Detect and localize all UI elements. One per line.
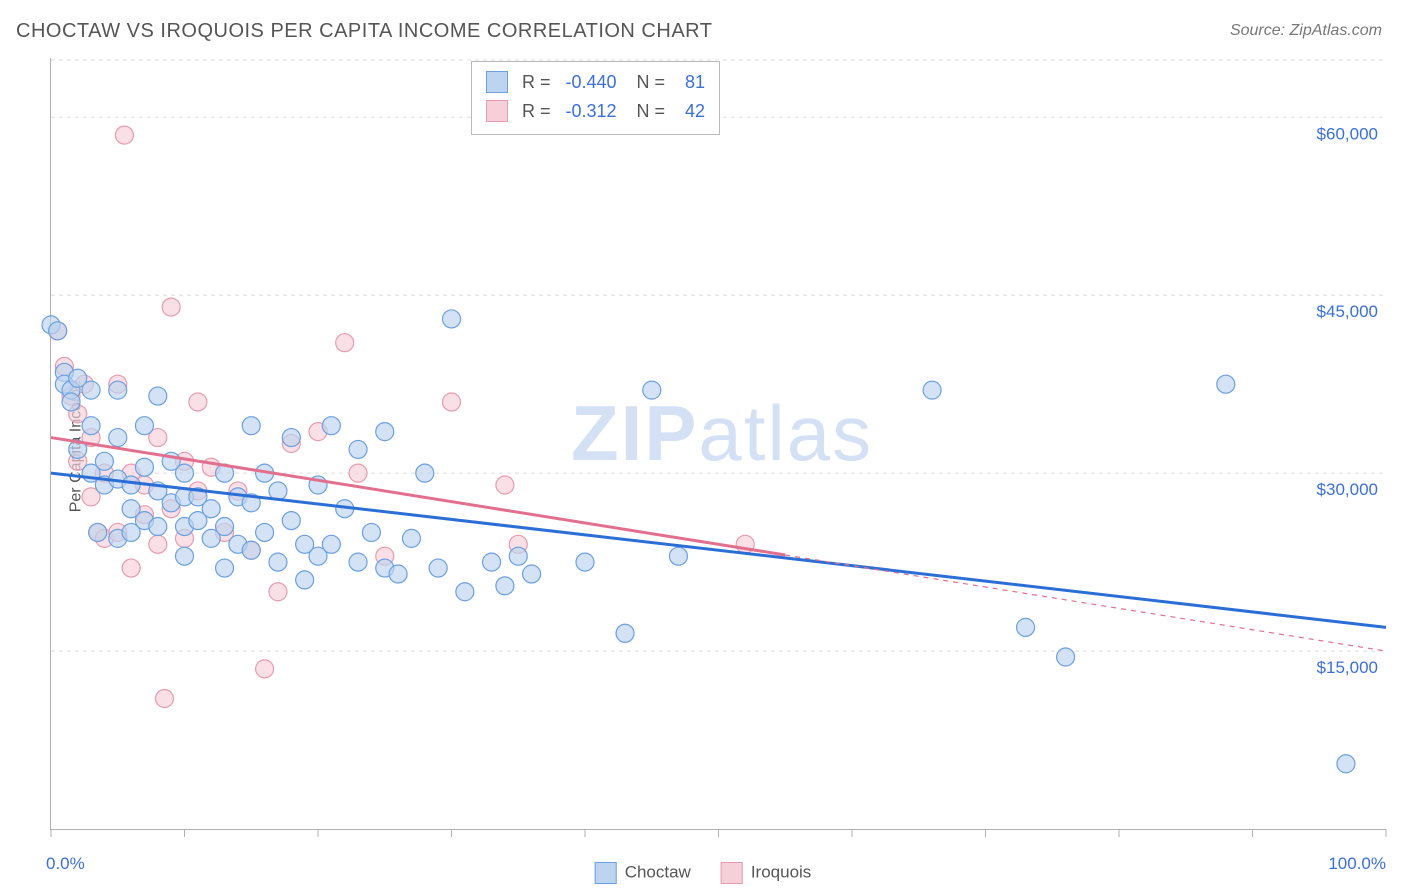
y-grid-label: $60,000 (1317, 124, 1378, 143)
iroquois-point (443, 393, 461, 411)
choctaw-point (389, 565, 407, 583)
chart-container: CHOCTAW VS IROQUOIS PER CAPITA INCOME CO… (0, 0, 1406, 892)
choctaw-point (89, 523, 107, 541)
iroquois-point (189, 393, 207, 411)
legend-label: Iroquois (751, 862, 811, 881)
iroquois-point (149, 535, 167, 553)
choctaw-point (149, 518, 167, 536)
choctaw-point (109, 429, 127, 447)
choctaw-point (256, 523, 274, 541)
choctaw-point (509, 547, 527, 565)
stats-R-value: -0.312 (557, 97, 617, 126)
iroquois-point (115, 126, 133, 144)
legend-swatch (721, 862, 743, 884)
stats-swatch (486, 100, 508, 122)
choctaw-point (923, 381, 941, 399)
chart-title: CHOCTAW VS IROQUOIS PER CAPITA INCOME CO… (16, 20, 712, 43)
iroquois-point (256, 660, 274, 678)
choctaw-point (616, 624, 634, 642)
source-label: Source: ZipAtlas.com (1230, 22, 1382, 40)
stats-row: R =-0.312 N =42 (486, 97, 705, 126)
choctaw-point (576, 553, 594, 571)
choctaw-point (429, 559, 447, 577)
iroquois-point (122, 559, 140, 577)
choctaw-point (269, 553, 287, 571)
legend-label: Choctaw (625, 862, 691, 881)
legend-item: Choctaw (595, 862, 691, 884)
choctaw-point (643, 381, 661, 399)
choctaw-point (402, 529, 420, 547)
choctaw-point (149, 387, 167, 405)
x-axis-max: 100.0% (1328, 854, 1386, 874)
choctaw-point (456, 583, 474, 601)
choctaw-point (376, 423, 394, 441)
choctaw-point (135, 417, 153, 435)
iroquois-trend-dash (785, 555, 1386, 651)
y-grid-label: $15,000 (1317, 658, 1378, 677)
choctaw-point (216, 518, 234, 536)
x-axis-min: 0.0% (46, 854, 85, 874)
choctaw-point (176, 547, 194, 565)
stats-N-label: N = (637, 68, 666, 97)
y-grid-label: $45,000 (1317, 302, 1378, 321)
choctaw-point (282, 429, 300, 447)
choctaw-point (176, 464, 194, 482)
iroquois-point (269, 583, 287, 601)
iroquois-point (496, 476, 514, 494)
choctaw-point (282, 512, 300, 530)
choctaw-point (1337, 755, 1355, 773)
choctaw-point (349, 440, 367, 458)
choctaw-point (523, 565, 541, 583)
choctaw-point (49, 322, 67, 340)
stats-N-value: 81 (671, 68, 705, 97)
choctaw-point (82, 417, 100, 435)
choctaw-point (122, 476, 140, 494)
choctaw-point (216, 559, 234, 577)
choctaw-point (483, 553, 501, 571)
choctaw-point (135, 458, 153, 476)
stats-R-value: -0.440 (557, 68, 617, 97)
iroquois-point (336, 334, 354, 352)
stats-box: R =-0.440 N =81 R =-0.312 N =42 (471, 61, 720, 135)
stats-R-label: R = (522, 97, 551, 126)
plot-area: $15,000$30,000$45,000$60,000 ZIPatlas R … (50, 58, 1386, 830)
stats-N-label: N = (637, 97, 666, 126)
plot-svg: $15,000 $30,000 $45,000 $60,000 (51, 58, 1386, 829)
stats-R-label: R = (522, 68, 551, 97)
y-grid-label: $30,000 (1317, 480, 1378, 499)
choctaw-point (322, 417, 340, 435)
choctaw-point (202, 500, 220, 518)
iroquois-point (155, 690, 173, 708)
iroquois-point (162, 298, 180, 316)
choctaw-point (416, 464, 434, 482)
choctaw-point (496, 577, 514, 595)
choctaw-point (95, 452, 113, 470)
choctaw-point (1017, 618, 1035, 636)
choctaw-point (1217, 375, 1235, 393)
stats-row: R =-0.440 N =81 (486, 68, 705, 97)
choctaw-point (362, 523, 380, 541)
legend-bottom: Choctaw Iroquois (595, 862, 812, 884)
iroquois-point (349, 464, 367, 482)
choctaw-point (349, 553, 367, 571)
legend-swatch (595, 862, 617, 884)
choctaw-point (1057, 648, 1075, 666)
choctaw-point (82, 381, 100, 399)
choctaw-point (669, 547, 687, 565)
choctaw-point (296, 571, 314, 589)
choctaw-point (242, 541, 260, 559)
choctaw-point (443, 310, 461, 328)
choctaw-point (62, 393, 80, 411)
choctaw-point (322, 535, 340, 553)
stats-N-value: 42 (671, 97, 705, 126)
choctaw-point (109, 381, 127, 399)
legend-item: Iroquois (721, 862, 811, 884)
choctaw-point (242, 417, 260, 435)
stats-swatch (486, 71, 508, 93)
